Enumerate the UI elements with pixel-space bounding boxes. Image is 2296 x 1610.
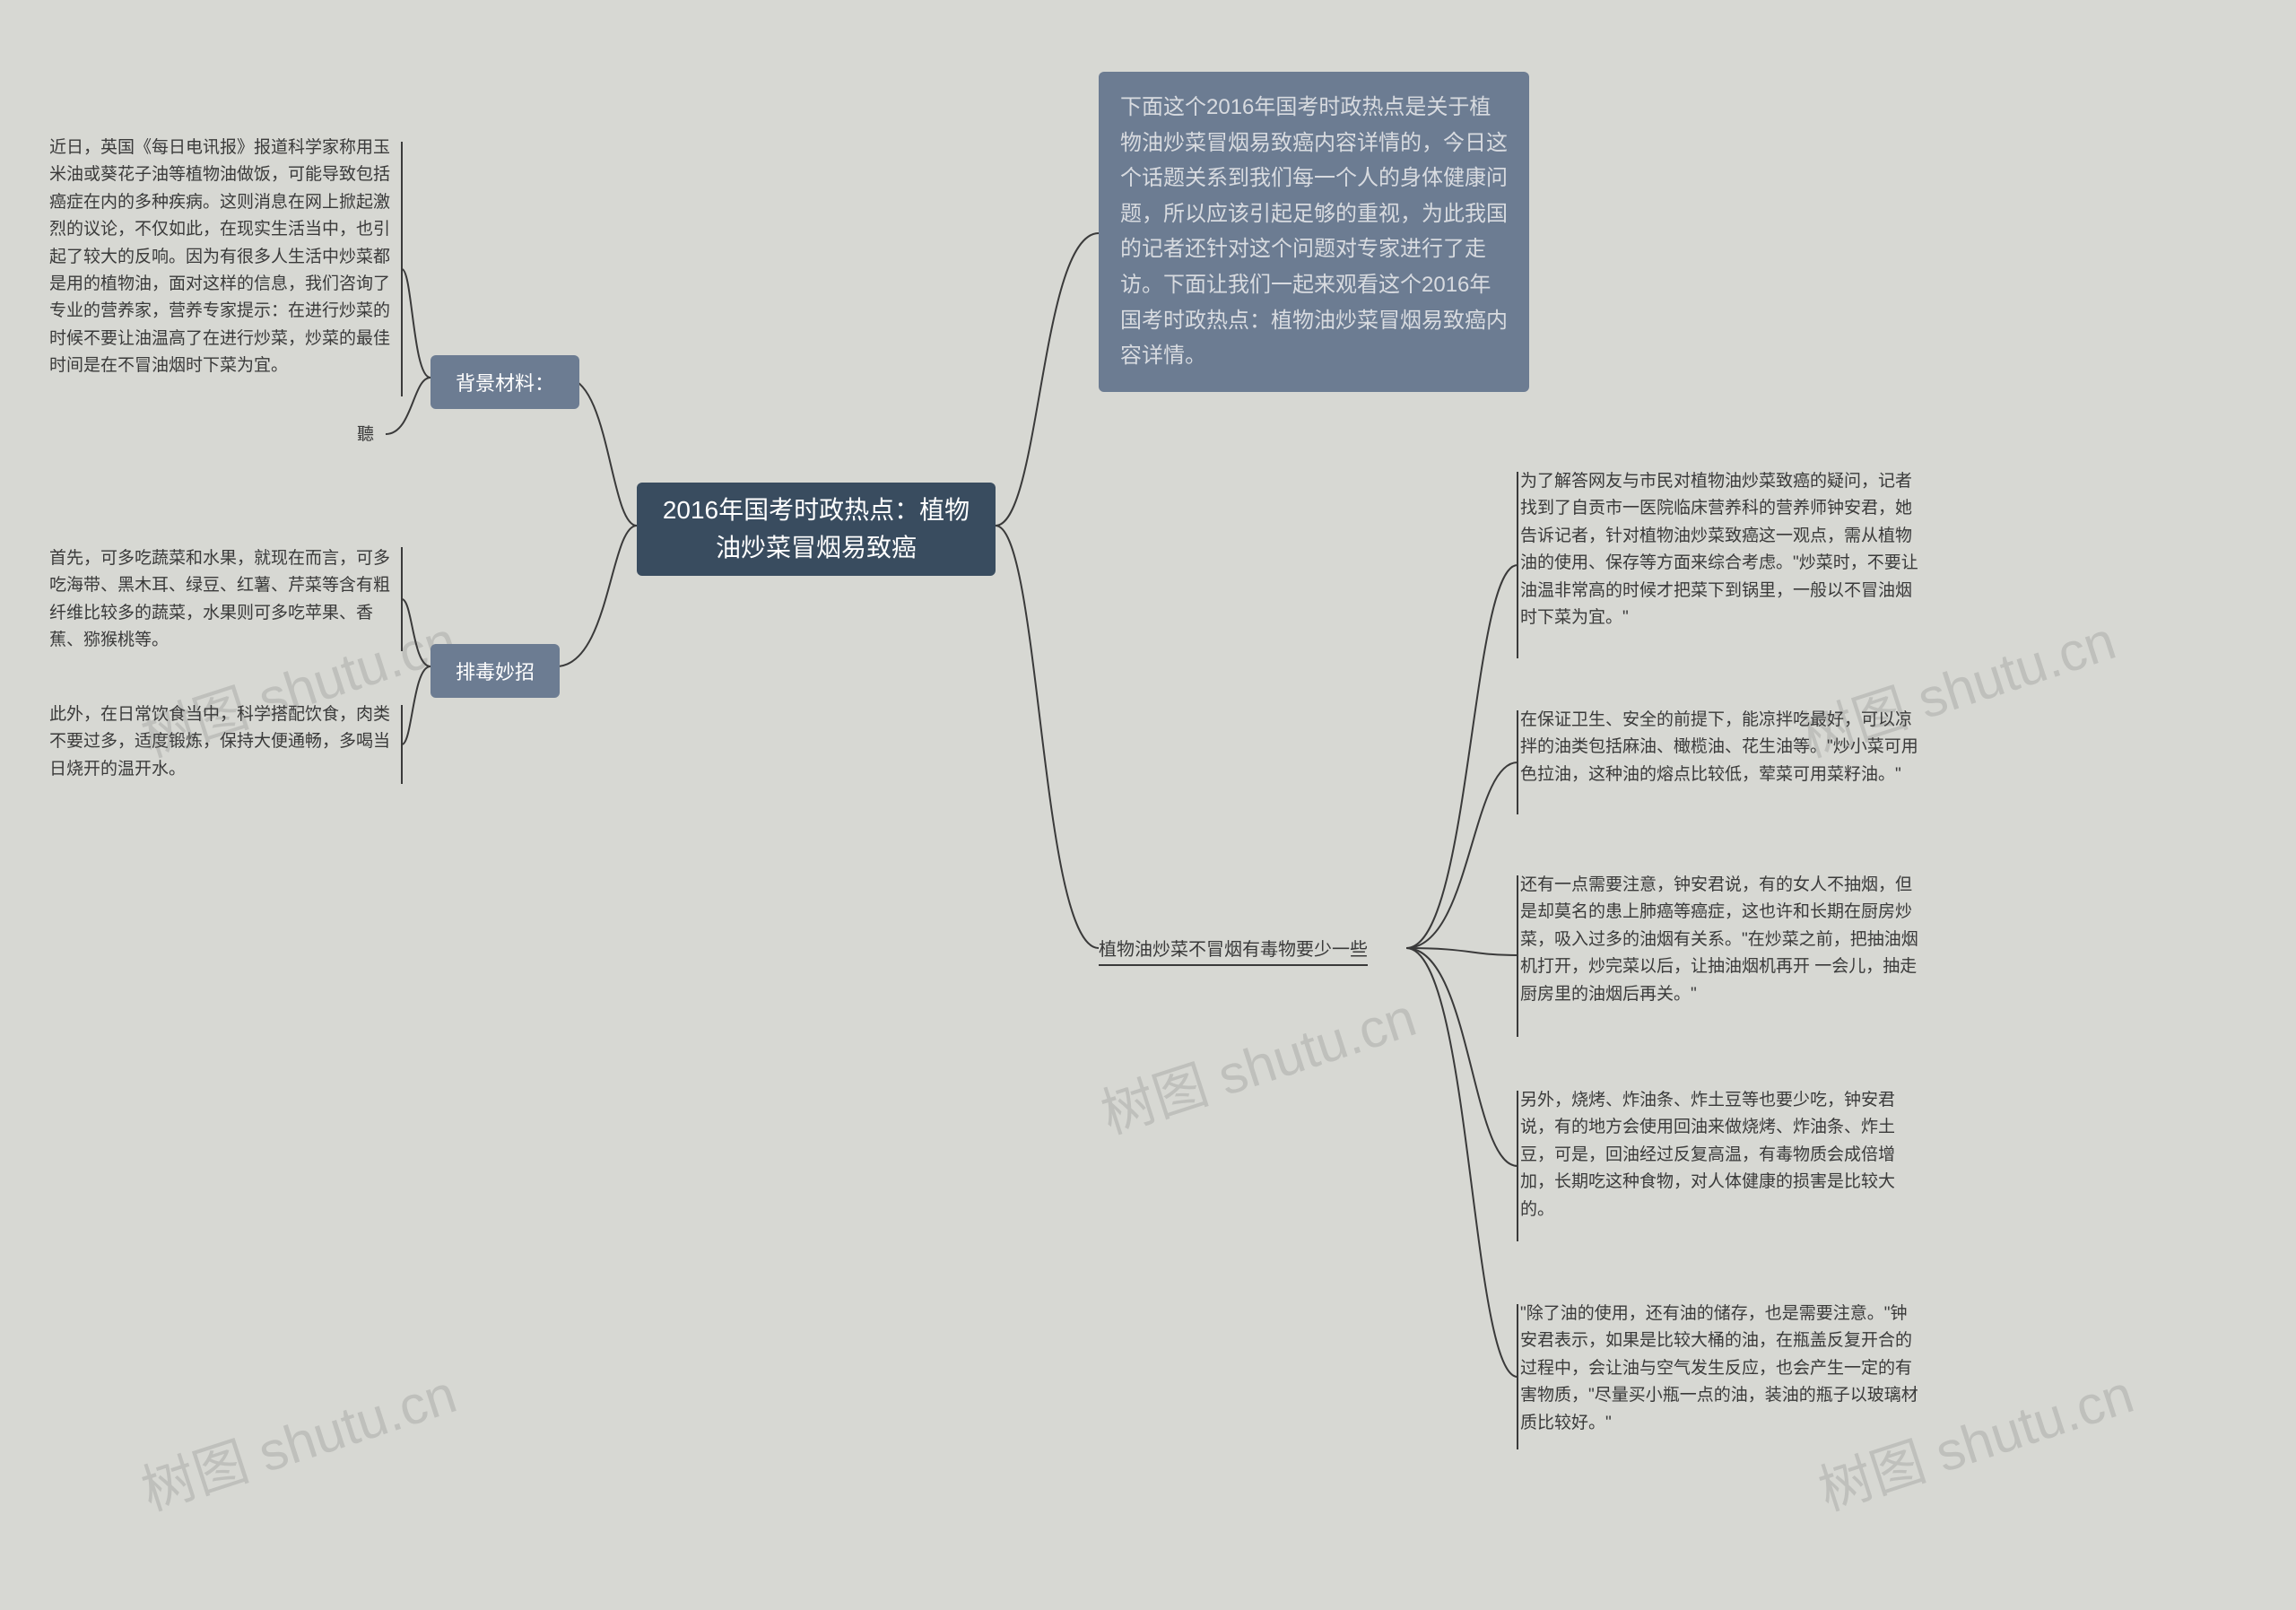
leaf-text: 另外，烧烤、炸油条、炸土豆等也要少吃，钟安君说，有的地方会使用回油来做烧烤、炸油… xyxy=(1520,1087,1924,1223)
leaf-text: 近日，英国《每日电讯报》报道科学家称用玉米油或葵花子油等植物油做饭，可能导致包括… xyxy=(49,135,399,380)
branch-label: 排毒妙招 xyxy=(456,657,535,685)
summary-text: 下面这个2016年国考时政热点是关于植物油炒菜冒烟易致癌内容详情的，今日这个话题… xyxy=(1120,90,1508,374)
branch-label: 背景材料： xyxy=(456,368,554,396)
summary-node[interactable]: 下面这个2016年国考时政热点是关于植物油炒菜冒烟易致癌内容详情的，今日这个话题… xyxy=(1099,72,1529,392)
leaf-text: 在保证卫生、安全的前提下，能凉拌吃最好，可以凉拌的油类包括麻油、橄榄油、花生油等… xyxy=(1520,707,1924,788)
leaf-text: 为了解答网友与市民对植物油炒菜致癌的疑问，记者找到了自贡市一医院临床营养科的营养… xyxy=(1520,468,1924,631)
leaf-text: 聽 xyxy=(357,422,384,448)
leaf-text: "除了油的使用，还有油的储存，也是需要注意。"钟安君表示，如果是比较大桶的油，在… xyxy=(1520,1301,1924,1437)
branch-background[interactable]: 背景材料： xyxy=(430,355,579,409)
watermark: 树图 shutu.cn xyxy=(1090,974,1424,1149)
watermark: 树图 shutu.cn xyxy=(130,1351,465,1526)
leaf-text: 首先，可多吃蔬菜和水果，就现在而言，可多吃海带、黑木耳、绿豆、红薯、芹菜等含有粗… xyxy=(49,545,399,655)
subtitle-label: 植物油炒菜不冒烟有毒物要少一些 xyxy=(1099,940,1368,960)
leaf-text: 还有一点需要注意，钟安君说，有的女人不抽烟，但是却莫名的患上肺癌等癌症，这也许和… xyxy=(1520,872,1924,1008)
branch-detox[interactable]: 排毒妙招 xyxy=(430,644,560,698)
root-label: 2016年国考时政热点：植物油炒菜冒烟易致癌 xyxy=(653,492,979,567)
leaf-text: 此外，在日常饮食当中，科学搭配饮食，肉类不要过多，适度锻炼，保持大便通畅，多喝当… xyxy=(49,701,399,783)
subtitle-no-smoke[interactable]: 植物油炒菜不冒烟有毒物要少一些 xyxy=(1099,935,1368,966)
root-node[interactable]: 2016年国考时政热点：植物油炒菜冒烟易致癌 xyxy=(637,483,996,576)
